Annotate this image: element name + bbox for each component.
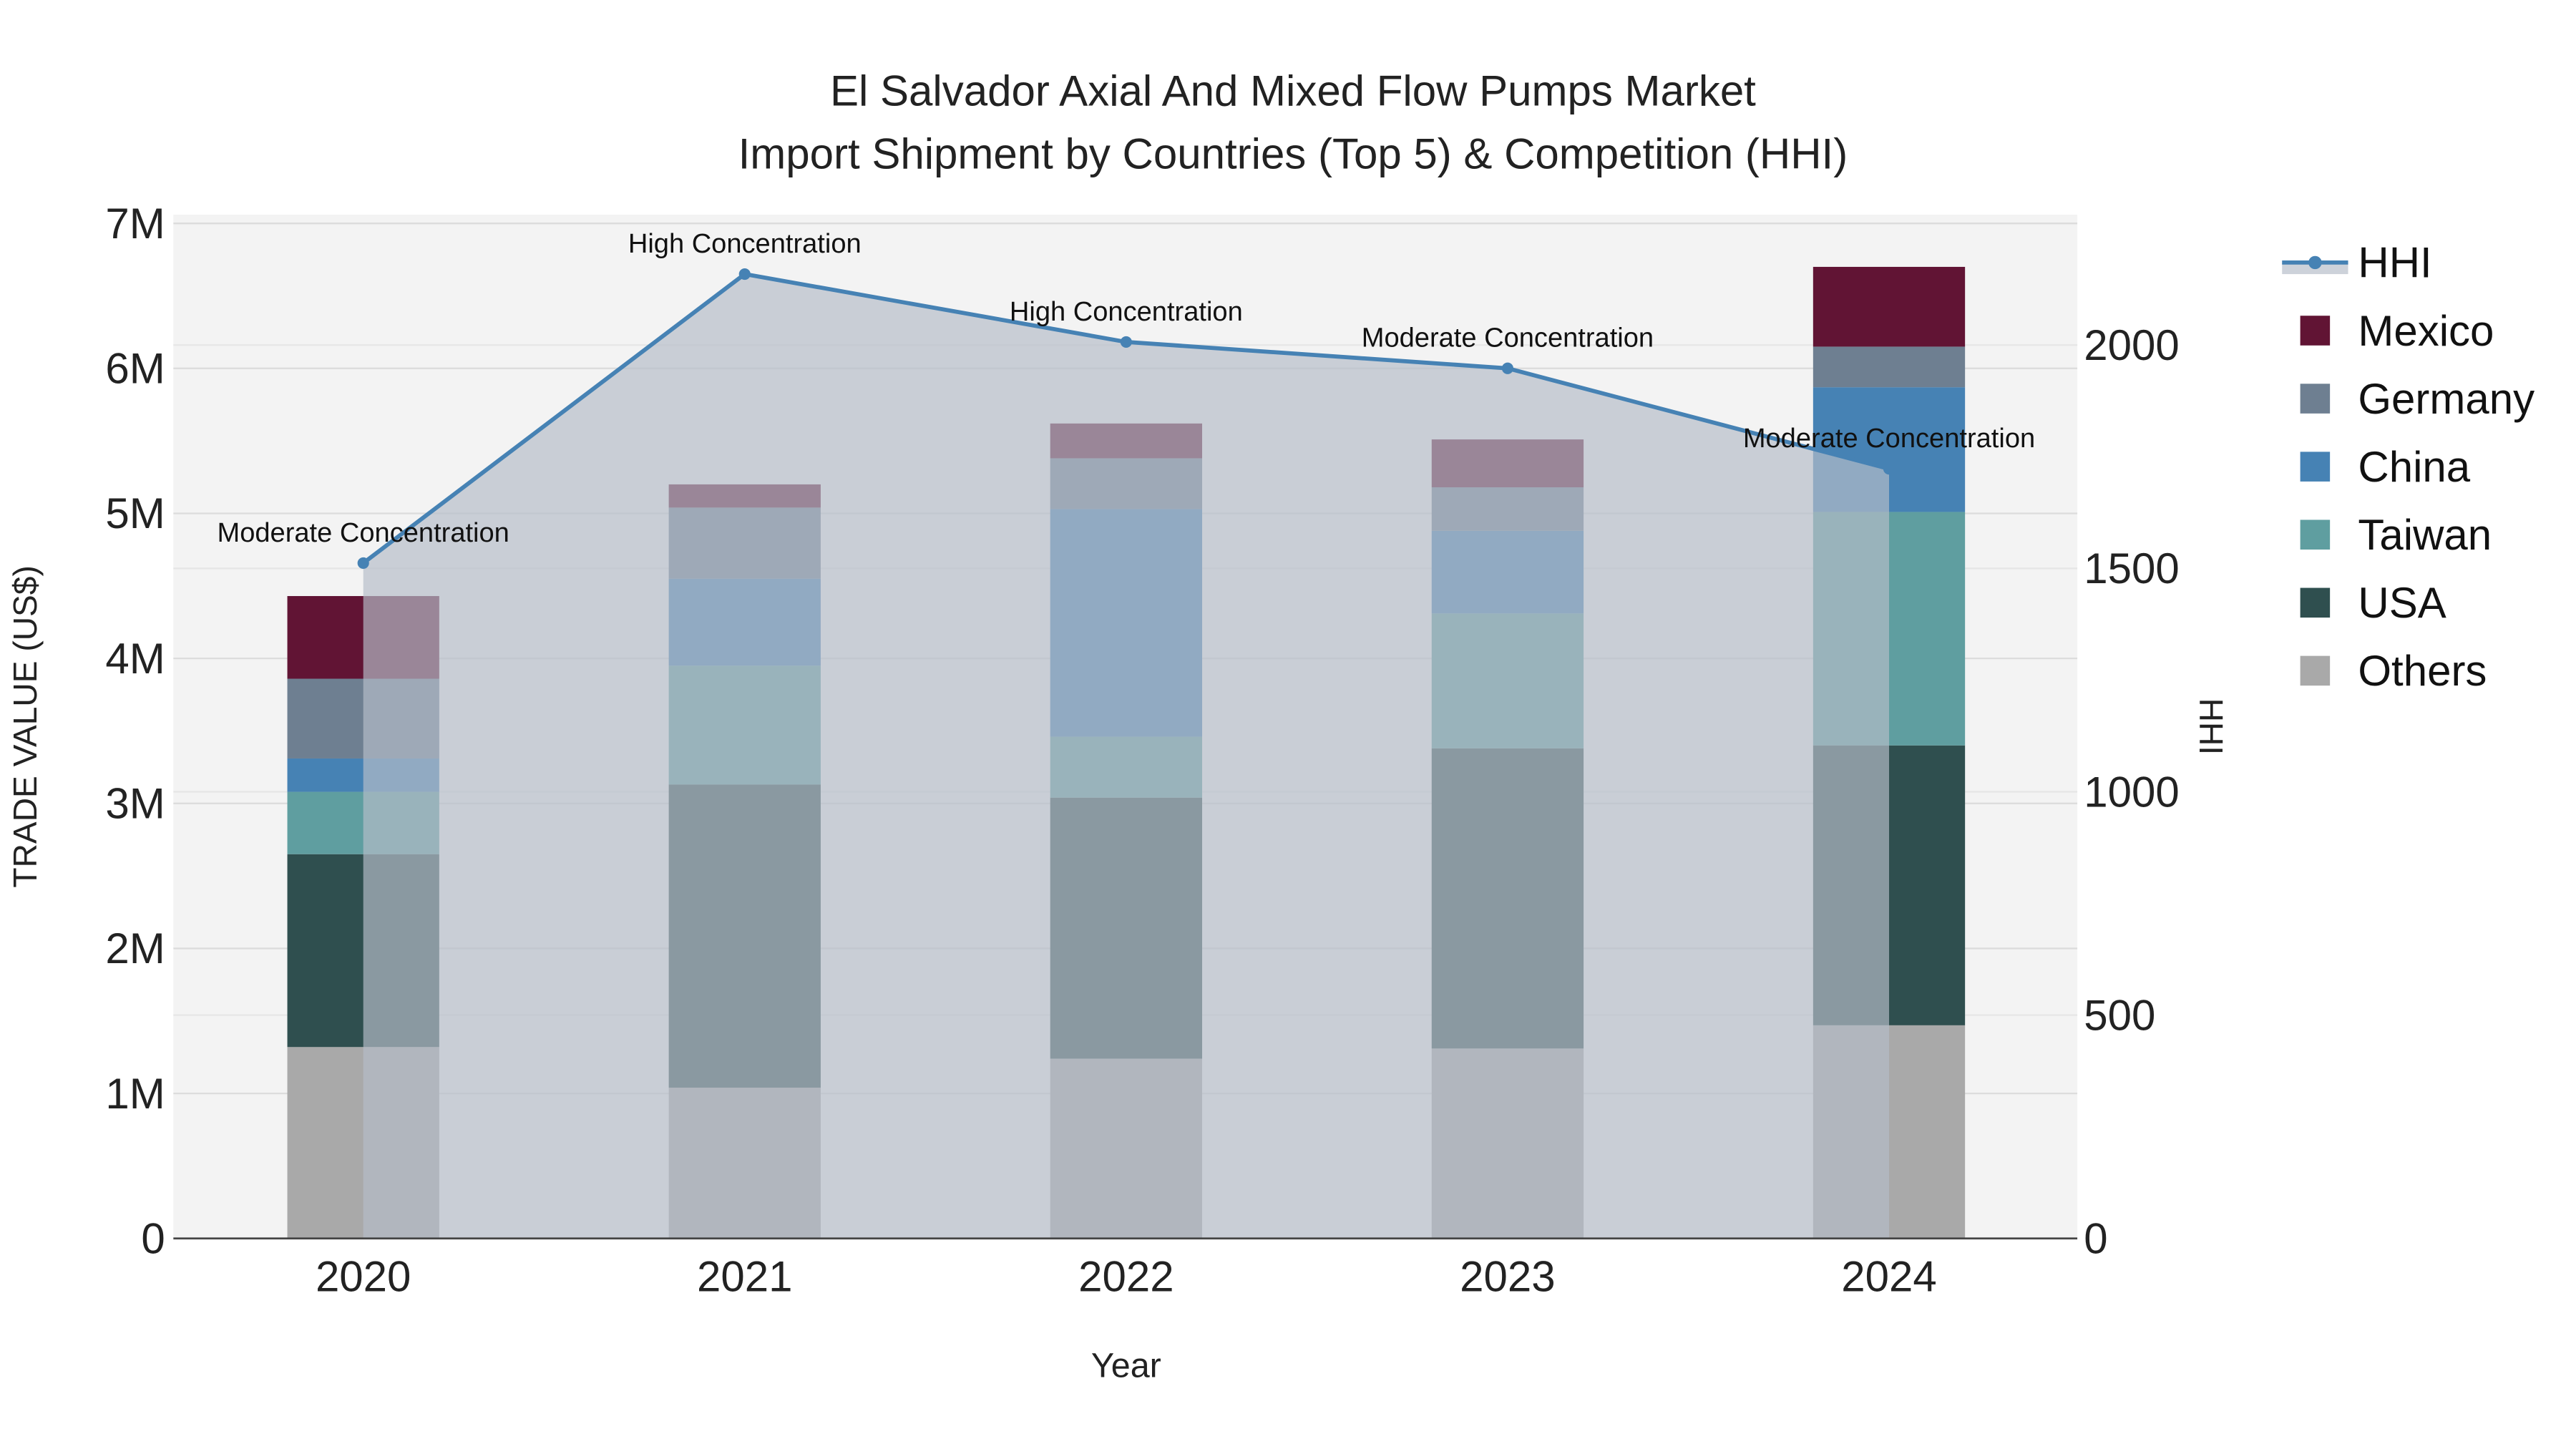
legend-label-hhi: HHI (2358, 239, 2431, 287)
legend-label-others: Others (2358, 647, 2487, 695)
legend-label-germany: Germany (2358, 375, 2534, 423)
y-tick-label: 0 (141, 1215, 165, 1263)
hhi-point-2021 (738, 268, 751, 280)
hhi-annotation: High Concentration (628, 229, 862, 259)
y-tick-label: 7M (105, 200, 165, 248)
y-tick-label: 2M (105, 924, 165, 972)
hhi-point-2022 (1120, 336, 1132, 348)
y2-tick-label: 1500 (2084, 545, 2179, 592)
hhi-point-2023 (1501, 362, 1513, 374)
legend-label-taiwan: Taiwan (2358, 511, 2492, 559)
legend-swatch-taiwan (2300, 519, 2331, 550)
x-tick-label: 2020 (316, 1253, 411, 1301)
y-tick-label: 3M (105, 780, 165, 828)
chart-subtitle: Import Shipment by Countries (Top 5) & C… (738, 130, 1848, 177)
hhi-point-2020 (357, 557, 369, 569)
hhi-annotation: Moderate Concentration (1362, 323, 1654, 353)
hhi-area (363, 274, 1889, 1239)
legend-swatch-usa (2300, 587, 2331, 618)
y2-tick-label: 1000 (2084, 768, 2179, 816)
y-tick-label: 6M (105, 345, 165, 393)
y2-tick-label: 0 (2084, 1215, 2107, 1263)
hhi-annotation: High Concentration (1010, 297, 1243, 327)
legend-swatch-mexico (2300, 316, 2331, 346)
bar-germany-2024 (1813, 346, 1966, 388)
legend-label-mexico: Mexico (2358, 307, 2494, 355)
legend: HHI Mexico Germany China Taiwan USA Others (2282, 239, 2534, 695)
x-tick-label: 2024 (1841, 1253, 1936, 1301)
y-tick-label: 1M (105, 1070, 165, 1118)
x-tick-label: 2023 (1460, 1253, 1555, 1301)
x-tick-label: 2021 (697, 1253, 792, 1301)
x-axis-title: Year (1091, 1347, 1161, 1385)
legend-swatch-china (2300, 452, 2331, 482)
hhi-annotation: Moderate Concentration (218, 518, 509, 548)
y2-tick-label: 2000 (2084, 321, 2179, 369)
legend-label-usa: USA (2358, 579, 2446, 627)
legend-swatch-germany (2300, 384, 2331, 414)
y-tick-label: 5M (105, 489, 165, 537)
y2-tick-label: 500 (2084, 991, 2155, 1039)
hhi-annotation: Moderate Concentration (1743, 424, 2035, 454)
legend-label-china: China (2358, 443, 2470, 491)
hhi-point-2024 (1883, 463, 1896, 475)
y-axis-title: TRADE VALUE (US$) (6, 565, 44, 887)
bar-mexico-2024 (1813, 266, 1966, 347)
chart-title: El Salvador Axial And Mixed Flow Pumps M… (830, 67, 1756, 115)
y-tick-label: 4M (105, 635, 165, 683)
legend-hhi-marker (2308, 255, 2322, 270)
x-tick-label: 2022 (1078, 1253, 1174, 1301)
y2-axis-title: HHI (2192, 698, 2230, 755)
legend-swatch-others (2300, 655, 2331, 686)
